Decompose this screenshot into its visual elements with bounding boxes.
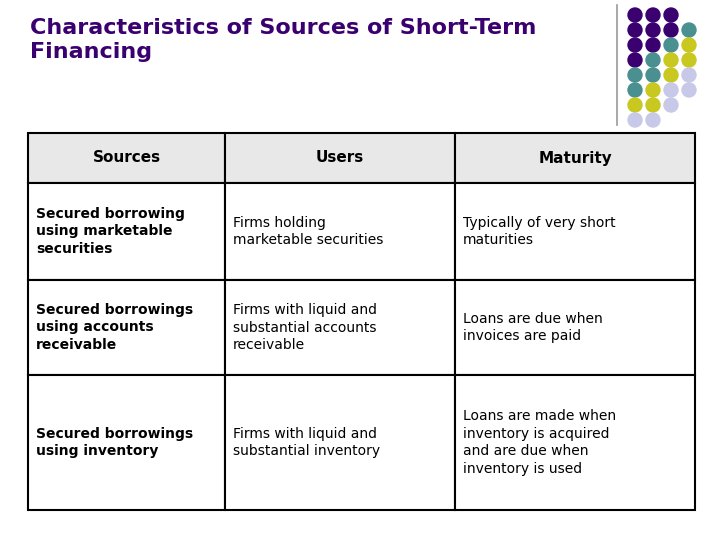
Text: Loans are made when
inventory is acquired
and are due when
inventory is used: Loans are made when inventory is acquire… — [463, 409, 616, 476]
Ellipse shape — [646, 83, 660, 97]
Ellipse shape — [628, 83, 642, 97]
Ellipse shape — [646, 23, 660, 37]
Ellipse shape — [664, 38, 678, 52]
Text: Firms holding
marketable securities: Firms holding marketable securities — [233, 215, 383, 247]
Ellipse shape — [628, 98, 642, 112]
Ellipse shape — [682, 38, 696, 52]
Ellipse shape — [664, 23, 678, 37]
Bar — [225, 133, 455, 183]
Ellipse shape — [664, 8, 678, 22]
Ellipse shape — [646, 113, 660, 127]
Text: Secured borrowings
using accounts
receivable: Secured borrowings using accounts receiv… — [36, 302, 193, 352]
Ellipse shape — [664, 98, 678, 112]
Ellipse shape — [646, 98, 660, 112]
Text: Maturity: Maturity — [538, 151, 612, 165]
Ellipse shape — [682, 23, 696, 37]
Ellipse shape — [682, 68, 696, 82]
Ellipse shape — [628, 113, 642, 127]
Ellipse shape — [646, 68, 660, 82]
Ellipse shape — [682, 53, 696, 67]
Text: Users: Users — [316, 151, 364, 165]
Ellipse shape — [646, 53, 660, 67]
Ellipse shape — [628, 8, 642, 22]
Text: Firms with liquid and
substantial accounts
receivable: Firms with liquid and substantial accoun… — [233, 302, 377, 352]
Text: Characteristics of Sources of Short-Term
Financing: Characteristics of Sources of Short-Term… — [30, 18, 536, 62]
Ellipse shape — [628, 53, 642, 67]
Ellipse shape — [664, 68, 678, 82]
Text: Secured borrowing
using marketable
securities: Secured borrowing using marketable secur… — [36, 207, 185, 256]
Text: Loans are due when
invoices are paid: Loans are due when invoices are paid — [463, 312, 603, 343]
Ellipse shape — [628, 38, 642, 52]
Ellipse shape — [628, 68, 642, 82]
Ellipse shape — [682, 83, 696, 97]
Bar — [455, 133, 695, 183]
Ellipse shape — [664, 83, 678, 97]
Ellipse shape — [628, 23, 642, 37]
Ellipse shape — [646, 38, 660, 52]
Ellipse shape — [664, 53, 678, 67]
Ellipse shape — [646, 8, 660, 22]
Text: Sources: Sources — [92, 151, 161, 165]
Bar — [28, 133, 225, 183]
Text: Typically of very short
maturities: Typically of very short maturities — [463, 215, 616, 247]
Text: Firms with liquid and
substantial inventory: Firms with liquid and substantial invent… — [233, 427, 380, 458]
Text: Secured borrowings
using inventory: Secured borrowings using inventory — [36, 427, 193, 458]
